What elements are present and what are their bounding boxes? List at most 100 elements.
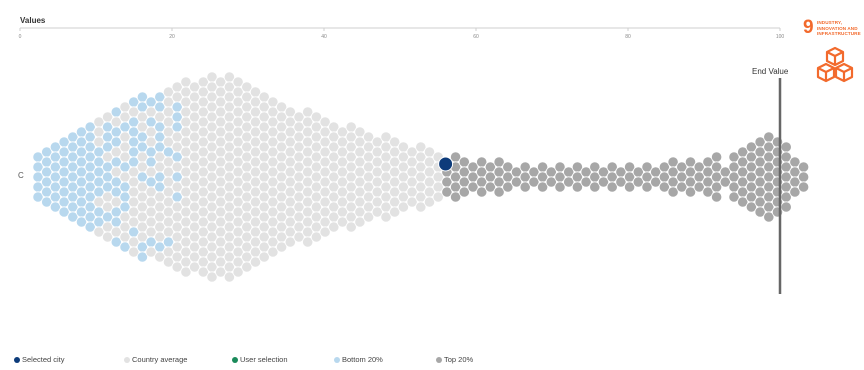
legend-swatch: [124, 356, 130, 363]
legend: Selected city Country average User selecti…: [14, 355, 714, 367]
legend-swatch: [14, 356, 20, 363]
x-tick-label: 20: [169, 34, 175, 40]
swarm-dot: [684, 186, 697, 198]
swarm-dot: [397, 201, 409, 213]
x-tick-label: 80: [625, 34, 631, 40]
swarm-dot: [615, 176, 627, 188]
swarm-dot: [32, 191, 44, 203]
swarm-dot: [267, 246, 279, 258]
swarm-dot: [641, 181, 653, 193]
swarm-dot: [737, 196, 749, 208]
swarm-dot: [354, 216, 366, 228]
legend-item[interactable]: Top 20%: [436, 355, 473, 364]
swarm-dot: [162, 256, 175, 268]
swarm-dot: [467, 181, 479, 193]
legend-swatch: [232, 356, 238, 363]
swarm-dot: [432, 191, 444, 203]
swarm-dot: [676, 181, 688, 193]
swarm-dot: [49, 201, 62, 213]
swarm-dot: [67, 211, 79, 223]
swarm-dot: [249, 256, 262, 268]
swarm-dot: [780, 201, 792, 213]
swarm-dot: [545, 176, 557, 188]
swarm-dot: [780, 141, 792, 153]
dots-layer: [32, 71, 810, 283]
swarm-dot: [536, 181, 549, 193]
swarm-dot: [650, 176, 662, 188]
swarm-dot: [728, 191, 740, 203]
swarm-dot: [745, 201, 758, 213]
swarm-dot: [275, 241, 288, 253]
swarm-dot: [241, 261, 253, 273]
swarm-dot: [75, 216, 88, 228]
sdg-title: INDUSTRY, INNOVATION AND INFRASTRUCTURE: [817, 20, 861, 36]
swarm-dot: [58, 206, 70, 218]
swarm-dot: [93, 226, 105, 238]
x-axis: 0 20 40 60 80 100: [19, 27, 784, 40]
selected-city-dot[interactable]: [438, 156, 454, 172]
swarm-dot: [554, 181, 566, 193]
swarm-dot: [128, 246, 140, 258]
x-tick-label: 0: [19, 34, 22, 40]
swarm-dot: [606, 181, 618, 193]
swarm-dot: [797, 171, 810, 183]
end-value-label: End Value: [752, 67, 789, 76]
swarm-dot: [215, 266, 227, 278]
legend-item[interactable]: User selection: [232, 355, 288, 364]
swarm-dot: [797, 181, 810, 193]
swarm-dot: [232, 266, 244, 278]
swarm-dot: [389, 206, 401, 218]
swarm-dot: [136, 251, 148, 263]
swarm-dot: [302, 236, 314, 248]
legend-item[interactable]: Country average: [124, 355, 187, 364]
swarm-dot: [189, 261, 201, 273]
swarm-dot: [710, 191, 723, 203]
swarm-dot: [789, 186, 801, 198]
legend-swatch: [334, 356, 340, 363]
swarm-dot: [380, 211, 392, 223]
left-edge-label: C: [18, 171, 24, 180]
swarm-dot: [293, 231, 305, 243]
swarm-dot: [423, 196, 436, 208]
swarm-dot: [693, 181, 705, 193]
legend-item[interactable]: Selected city: [14, 355, 65, 364]
swarm-dot: [197, 266, 209, 278]
swarm-dot: [180, 266, 192, 278]
swarm-dot: [493, 186, 505, 198]
swarm-dot: [406, 196, 418, 208]
sdg-badge: 9 INDUSTRY, INNOVATION AND INFRASTRUCTUR…: [803, 18, 861, 88]
swarm-dot: [597, 176, 610, 188]
swarm-dot: [476, 186, 488, 198]
swarm-dot: [258, 251, 270, 263]
legend-swatch: [436, 356, 442, 363]
swarm-dot: [458, 186, 470, 198]
legend-label: User selection: [240, 355, 288, 364]
swarm-dot: [797, 161, 810, 173]
swarm-dot: [371, 206, 383, 218]
swarm-dot: [154, 251, 166, 263]
legend-item[interactable]: Bottom 20%: [334, 355, 383, 364]
legend-label: Selected city: [22, 355, 65, 364]
swarm-dot: [449, 191, 462, 203]
swarm-dot: [328, 221, 340, 233]
swarm-dot: [710, 151, 723, 163]
swarm-dot: [206, 271, 218, 283]
swarm-dot: [580, 176, 592, 188]
swarm-dot: [284, 236, 296, 248]
swarm-dot: [510, 176, 523, 188]
swarm-dot: [319, 226, 331, 238]
swarm-dot: [345, 221, 357, 233]
swarm-dot: [119, 241, 131, 253]
swarm-dot: [171, 261, 183, 273]
x-tick-label: 40: [321, 34, 327, 40]
swarm-dot: [502, 181, 514, 193]
axis-title: Values: [20, 16, 46, 25]
swarm-dot: [519, 181, 531, 193]
swarm-dot: [110, 236, 122, 248]
swarm-dot: [415, 201, 427, 213]
legend-label: Bottom 20%: [342, 355, 383, 364]
swarm-dot: [145, 246, 157, 258]
swarm-dot: [632, 176, 644, 188]
swarm-dot: [84, 221, 96, 233]
